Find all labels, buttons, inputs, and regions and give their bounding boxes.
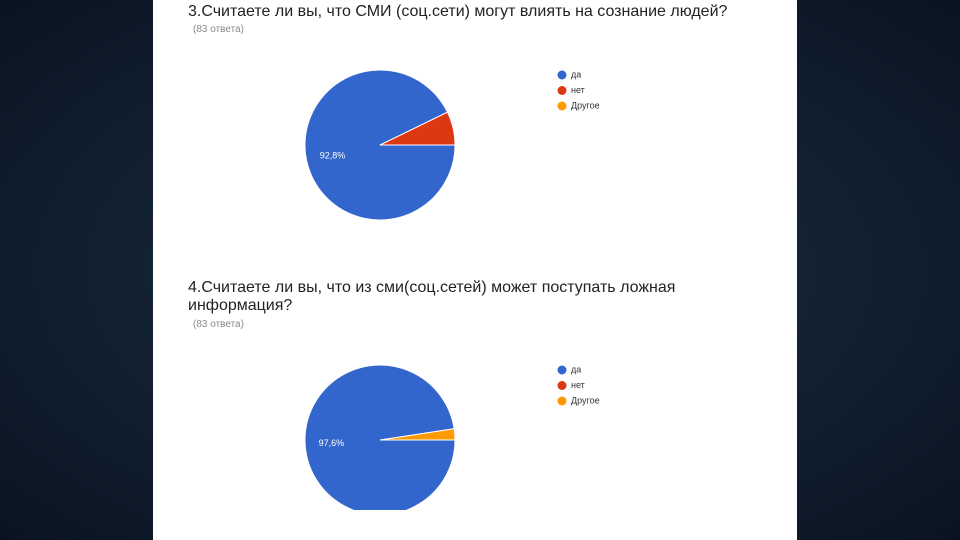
legend-label: да — [571, 364, 581, 374]
legend-swatch — [557, 365, 567, 375]
chart-title: 3.Считаете ли вы, что СМИ (соц.сети) мог… — [188, 3, 728, 20]
pie — [304, 69, 456, 221]
value-label: 92,8% — [320, 150, 346, 160]
value-label: 97,6% — [319, 438, 345, 448]
legend-label: да — [571, 69, 581, 79]
pie-slice — [304, 364, 456, 510]
legend-label: Другое — [571, 100, 600, 110]
chart-title: 4.Считаете ли вы, что из сми(соц.сетей) … — [188, 279, 676, 314]
legend-swatch — [557, 381, 567, 390]
pie-slice — [379, 111, 456, 146]
pie — [304, 364, 456, 510]
legend-label: нет — [571, 380, 585, 390]
legend-swatch — [557, 70, 567, 80]
chart-subtitle: (83 ответа) — [193, 24, 244, 35]
legend-swatch — [557, 101, 567, 111]
pie-slice — [379, 428, 456, 441]
panel: 3.Считаете ли вы, что СМИ (соц.сети) мог… — [153, 0, 797, 540]
chart-subtitle: (83 ответа) — [193, 319, 244, 330]
legend-swatch — [557, 86, 567, 95]
legend-swatch — [557, 396, 567, 406]
charts: 92,8% да нет Другое 97,6% да нет Другое — [304, 69, 600, 510]
legend-label: нет — [571, 85, 585, 95]
legend-label: Другое — [571, 395, 600, 405]
